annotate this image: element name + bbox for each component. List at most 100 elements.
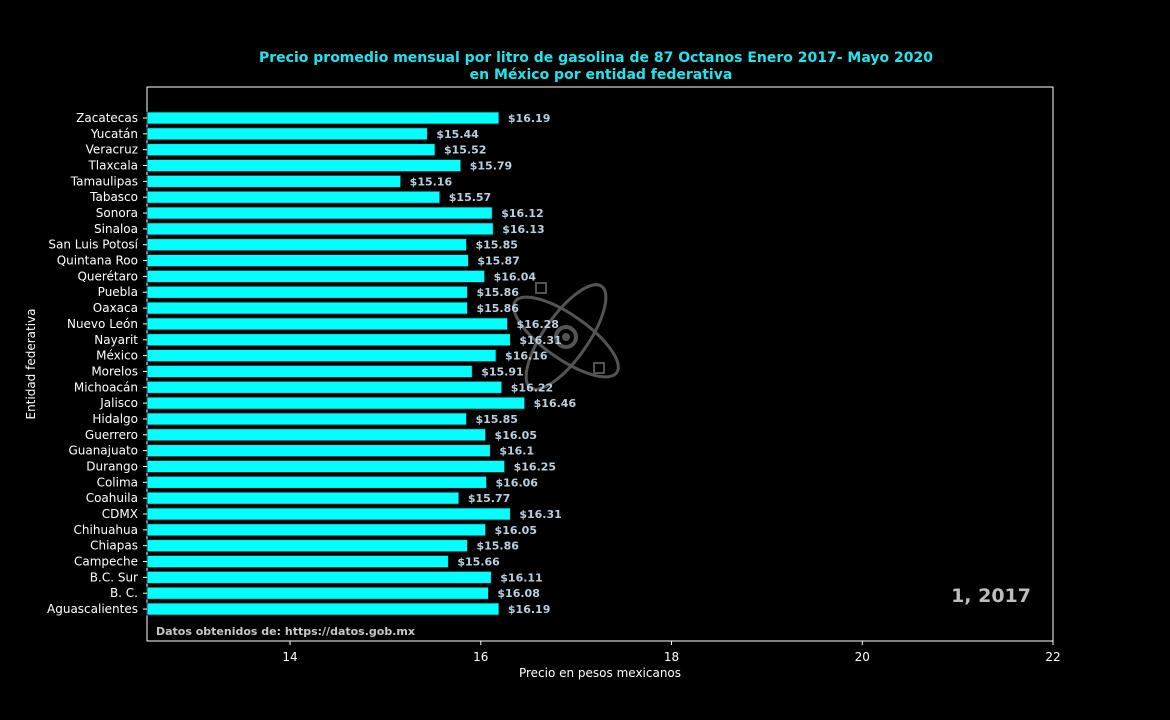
bar bbox=[146, 491, 460, 505]
bar-value-label: $15.44 bbox=[436, 128, 479, 141]
bar bbox=[146, 222, 494, 236]
bar-value-label: $16.06 bbox=[496, 476, 539, 489]
y-tick-label: Puebla bbox=[98, 285, 138, 299]
bar bbox=[146, 365, 473, 378]
bar-value-label: $16.31 bbox=[519, 334, 561, 347]
bar-value-label: $16.46 bbox=[534, 397, 577, 410]
y-tick-label: Jalisco bbox=[99, 396, 138, 410]
bar bbox=[146, 412, 467, 426]
y-tick-label: Chihuahua bbox=[74, 523, 138, 537]
y-tick-label: Hidalgo bbox=[92, 412, 138, 426]
bar-value-label: $16.25 bbox=[514, 460, 556, 473]
bar bbox=[146, 333, 511, 347]
plot-frame bbox=[146, 86, 1054, 642]
bar-value-label: $16.31 bbox=[519, 508, 561, 521]
period-label: 1, 2017 bbox=[951, 585, 1031, 607]
y-tick-label: Tlaxcala bbox=[87, 159, 138, 173]
bar bbox=[146, 269, 486, 283]
bar bbox=[146, 428, 486, 442]
bar bbox=[146, 349, 497, 363]
y-tick-label: Quintana Roo bbox=[57, 254, 138, 268]
bar-value-label: $16.16 bbox=[505, 350, 548, 363]
y-tick-label: Nuevo León bbox=[67, 317, 138, 331]
bar bbox=[146, 206, 493, 220]
y-tick-label: B.C. Sur bbox=[90, 570, 138, 584]
bar bbox=[146, 317, 508, 331]
x-tick-label: 14 bbox=[282, 650, 297, 664]
bar-value-label: $15.57 bbox=[449, 191, 491, 204]
bar-value-label: $16.22 bbox=[511, 381, 553, 394]
y-tick-label: Veracruz bbox=[86, 143, 138, 157]
bar-value-label: $16.1 bbox=[499, 445, 534, 458]
y-tick-label: Guanajuato bbox=[68, 444, 138, 458]
bar-value-label: $15.79 bbox=[470, 160, 512, 173]
bar-value-label: $16.05 bbox=[495, 524, 537, 537]
bar-value-label: $16.19 bbox=[508, 112, 550, 125]
bar bbox=[146, 523, 486, 537]
bar-value-label: $16.08 bbox=[497, 587, 539, 600]
y-tick-label: Querétaro bbox=[77, 269, 138, 283]
bar-value-label: $15.66 bbox=[457, 556, 500, 569]
y-tick-label: San Luis Potosí bbox=[48, 238, 138, 252]
chart-title-line2: en México por entidad federativa bbox=[470, 67, 733, 83]
y-tick-label: Guerrero bbox=[85, 428, 138, 442]
y-tick-label: Colima bbox=[97, 475, 138, 489]
bar bbox=[146, 460, 506, 473]
bar bbox=[146, 174, 402, 188]
y-tick-label: Durango bbox=[86, 459, 138, 473]
x-tick-label: 22 bbox=[1045, 650, 1060, 664]
x-axis: 14 16 18 20 22 bbox=[282, 641, 1061, 664]
x-tick-label: 18 bbox=[664, 650, 679, 664]
bar bbox=[146, 475, 487, 489]
x-axis-label: Precio en pesos mexicanos bbox=[519, 666, 681, 680]
bar bbox=[146, 111, 500, 125]
y-tick-labels: Zacatecas Yucatán Veracruz TlaxcalaTamaulip… bbox=[47, 111, 147, 616]
bar-value-label: $16.11 bbox=[500, 571, 542, 584]
x-tick-label: 16 bbox=[473, 650, 488, 664]
bar-value-label: $16.28 bbox=[516, 318, 558, 331]
bar-value-label: $15.85 bbox=[475, 239, 517, 252]
bar-value-label: $15.86 bbox=[476, 286, 519, 299]
y-tick-label: Zacatecas bbox=[76, 111, 138, 125]
bar-value-label: $15.85 bbox=[475, 413, 517, 426]
bar bbox=[146, 143, 436, 157]
bar-value-label: $15.52 bbox=[444, 144, 486, 157]
bar bbox=[146, 570, 492, 584]
y-tick-label: Michoacán bbox=[74, 380, 138, 394]
bar-value-label: $15.86 bbox=[476, 540, 519, 553]
y-tick-label: B. C. bbox=[110, 586, 138, 600]
bar bbox=[146, 602, 500, 616]
bar-value-label: $15.91 bbox=[481, 365, 523, 378]
bar bbox=[146, 254, 469, 267]
bar bbox=[146, 444, 491, 458]
bar bbox=[146, 238, 467, 252]
bar bbox=[146, 159, 462, 172]
y-tick-label: CDMX bbox=[102, 507, 138, 521]
bar-value-label: $16.04 bbox=[494, 270, 537, 283]
y-tick-label: Morelos bbox=[91, 364, 138, 378]
bar-value-label: $15.86 bbox=[476, 302, 519, 315]
y-tick-label: Sonora bbox=[96, 206, 138, 220]
bar bbox=[146, 586, 489, 600]
y-tick-label: Sinaloa bbox=[94, 222, 138, 236]
y-tick-label: Oaxaca bbox=[93, 301, 138, 315]
bar-value-label: $16.19 bbox=[508, 603, 550, 616]
y-tick-label: Tabasco bbox=[89, 190, 138, 204]
y-tick-label: Coahuila bbox=[86, 491, 138, 505]
y-tick-label: Yucatán bbox=[90, 127, 138, 141]
bar bbox=[146, 190, 441, 204]
x-tick-label: 20 bbox=[855, 650, 870, 664]
source-note: Datos obtenidos de: https://datos.gob.mx bbox=[156, 625, 415, 638]
bar bbox=[146, 127, 428, 141]
y-axis-label: Entidad federativa bbox=[24, 308, 38, 419]
bar-value-label: $15.77 bbox=[468, 492, 510, 505]
bar bbox=[146, 555, 449, 568]
bar-value-label: $16.05 bbox=[495, 429, 537, 442]
bar-value-label: $16.13 bbox=[502, 223, 544, 236]
bar bbox=[146, 539, 468, 553]
bar bbox=[146, 285, 468, 299]
y-tick-label: México bbox=[96, 349, 138, 363]
bar-value-label: $16.12 bbox=[501, 207, 543, 220]
atom-gear-logo-icon bbox=[512, 282, 620, 391]
